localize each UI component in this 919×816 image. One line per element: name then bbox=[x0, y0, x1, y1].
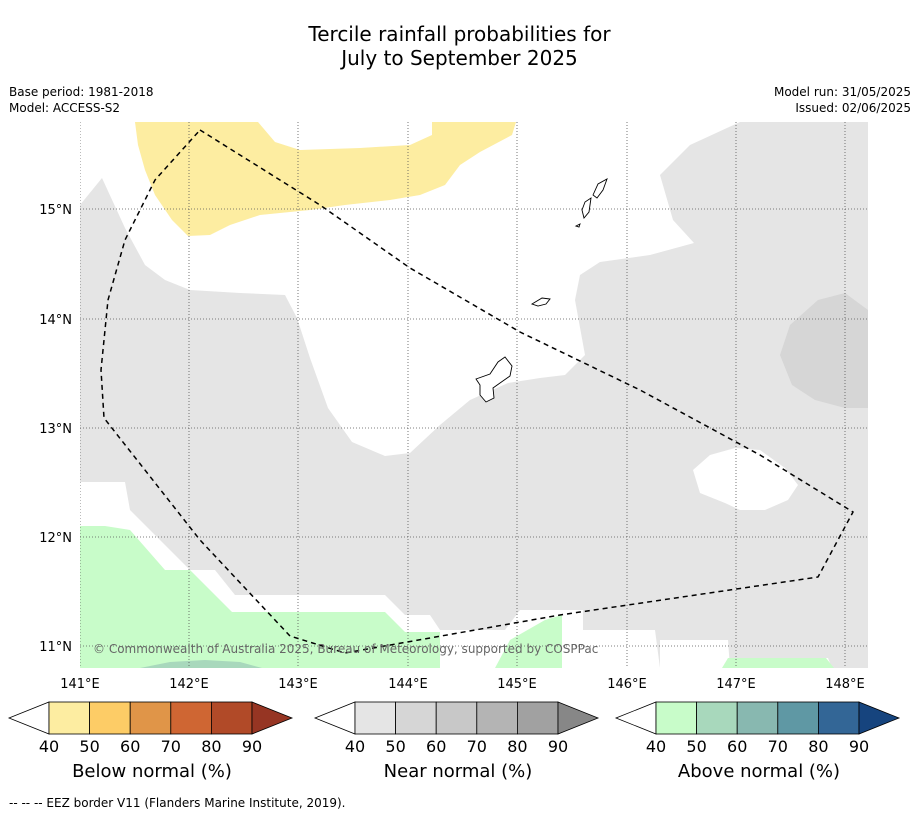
legend-tick: 60 bbox=[426, 737, 446, 756]
legend-label-below: Below normal (%) bbox=[72, 761, 232, 782]
white-region-east bbox=[693, 448, 798, 510]
legend-tick: 40 bbox=[345, 737, 365, 756]
title-line-2: July to September 2025 bbox=[341, 46, 578, 70]
legend-tick: 80 bbox=[201, 737, 221, 756]
lon-label: 144°E bbox=[388, 677, 428, 692]
legend-tick: 70 bbox=[467, 737, 487, 756]
legend-swatch bbox=[210, 701, 253, 735]
near-normal-region-west bbox=[80, 122, 868, 668]
legend-swatch bbox=[170, 701, 212, 735]
legend-swatch bbox=[89, 701, 131, 735]
white-region-southeast bbox=[660, 640, 730, 668]
legend-near-normal: 40 50 60 70 80 90 bbox=[313, 701, 600, 756]
legend-swatch bbox=[395, 701, 437, 735]
lon-label: 143°E bbox=[278, 677, 318, 692]
above-normal-region-south bbox=[495, 615, 562, 668]
island-rota bbox=[530, 297, 551, 307]
title-line-1: Tercile rainfall probabilities for bbox=[308, 22, 611, 46]
legend-label-above: Above normal (%) bbox=[677, 761, 841, 782]
legend-tick: 90 bbox=[548, 737, 568, 756]
lon-label: 142°E bbox=[169, 677, 209, 692]
legend-swatch bbox=[736, 701, 779, 735]
legend-area: 40 50 60 70 80 90 40 50 60 70 80 90 40 50 60 70 80 90 bbox=[7, 701, 901, 756]
map-canvas: © Commonwealth of Australia 2025, Bureau… bbox=[39, 122, 868, 692]
island-saipan bbox=[592, 178, 608, 199]
legend-swatch bbox=[696, 701, 738, 735]
lon-label: 148°E bbox=[825, 677, 865, 692]
above-normal-region-darker bbox=[140, 660, 262, 668]
lat-label: 15°N bbox=[39, 203, 72, 218]
legend-tick: 80 bbox=[808, 737, 828, 756]
legend-arrow-high bbox=[251, 701, 294, 735]
map-title: Tercile rainfall probabilities for July … bbox=[0, 22, 919, 70]
legend-tick: 50 bbox=[385, 737, 405, 756]
legend-tick: 40 bbox=[39, 737, 59, 756]
lat-label: 13°N bbox=[39, 422, 72, 437]
legend-arrow-high bbox=[557, 701, 600, 735]
island-aguijan bbox=[574, 223, 581, 228]
legend-above-normal: 40 50 60 70 80 90 bbox=[614, 701, 901, 756]
above-normal-region-southeast bbox=[722, 658, 834, 668]
legend-tick: 60 bbox=[120, 737, 140, 756]
meta-left: Base period: 1981-2018 Model: ACCESS-S2 bbox=[9, 84, 154, 116]
legend-tick: 50 bbox=[686, 737, 706, 756]
issued-date: Issued: 02/06/2025 bbox=[795, 101, 911, 115]
legend-tick: 80 bbox=[507, 737, 527, 756]
legend-swatch bbox=[48, 701, 90, 735]
footer-note: -- -- -- EEZ border V11 (Flanders Marine… bbox=[9, 796, 346, 810]
legend-swatch bbox=[354, 701, 396, 735]
meta-right: Model run: 31/05/2025 Issued: 02/06/2025 bbox=[774, 84, 911, 116]
below-normal-region bbox=[135, 122, 516, 236]
lon-label: 141°E bbox=[60, 677, 100, 692]
map-area bbox=[80, 122, 868, 668]
legend-tick: 70 bbox=[161, 737, 181, 756]
legend-arrow-high bbox=[858, 701, 901, 735]
legend-arrow-low bbox=[614, 701, 657, 735]
model-name: Model: ACCESS-S2 bbox=[9, 101, 121, 115]
near-normal-region-darker bbox=[780, 293, 868, 408]
base-period: Base period: 1981-2018 bbox=[9, 85, 154, 99]
legend-swatch bbox=[435, 701, 478, 735]
legend-below-normal: 40 50 60 70 80 90 bbox=[7, 701, 294, 756]
eez-border bbox=[100, 129, 854, 654]
model-run: Model run: 31/05/2025 bbox=[773, 85, 911, 99]
legend-arrow-low bbox=[313, 701, 356, 735]
legend-tick: 40 bbox=[646, 737, 666, 756]
lon-label: 145°E bbox=[497, 677, 537, 692]
copyright-text: © Commonwealth of Australia 2025, Bureau… bbox=[93, 642, 598, 656]
legend-tick: 60 bbox=[727, 737, 747, 756]
legend-label-near: Near normal (%) bbox=[383, 761, 533, 782]
legend-swatch bbox=[517, 701, 559, 735]
graticule bbox=[80, 122, 868, 668]
legend-tick: 70 bbox=[768, 737, 788, 756]
island-guam bbox=[475, 356, 513, 403]
lat-label: 11°N bbox=[39, 640, 72, 655]
lat-label: 14°N bbox=[39, 313, 72, 328]
legend-swatch bbox=[476, 701, 518, 735]
legend-swatch bbox=[655, 701, 697, 735]
legend-tick: 50 bbox=[79, 737, 99, 756]
legend-tick: 90 bbox=[849, 737, 869, 756]
legend-swatch bbox=[129, 701, 172, 735]
lat-label: 12°N bbox=[39, 531, 72, 546]
above-normal-region-west bbox=[80, 526, 440, 668]
island-tinian bbox=[581, 197, 592, 219]
coastlines bbox=[475, 178, 608, 403]
latitude-labels: 15°N 14°N 13°N 12°N 11°N bbox=[39, 203, 72, 655]
legend-arrow-low bbox=[7, 701, 50, 735]
lon-label: 146°E bbox=[607, 677, 647, 692]
legend-tick: 90 bbox=[242, 737, 262, 756]
legend-swatch bbox=[777, 701, 819, 735]
longitude-labels: 141°E 142°E 143°E 144°E 145°E 146°E 147°… bbox=[60, 677, 865, 692]
legend-swatch bbox=[818, 701, 860, 735]
lon-label: 147°E bbox=[716, 677, 756, 692]
